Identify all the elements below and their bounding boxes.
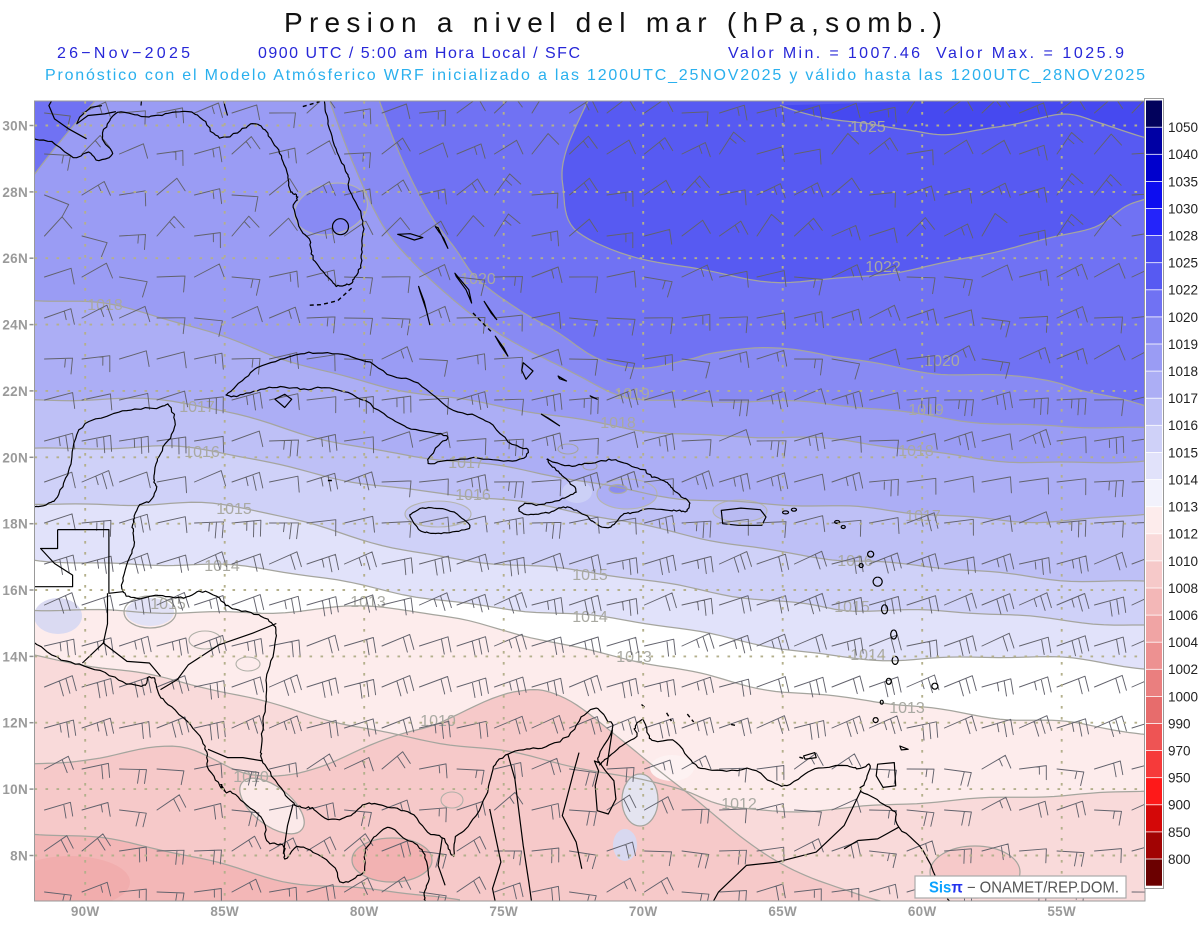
svg-text:85W: 85W <box>210 904 239 919</box>
svg-text:1014: 1014 <box>1168 472 1199 487</box>
svg-text:65W: 65W <box>768 904 797 919</box>
svg-text:80W: 80W <box>350 904 379 919</box>
svg-text:26−Nov−2025: 26−Nov−2025 <box>57 45 190 62</box>
svg-text:900: 900 <box>1168 798 1191 813</box>
svg-text:1014: 1014 <box>204 558 240 575</box>
svg-text:1013: 1013 <box>889 700 925 717</box>
svg-text:1015: 1015 <box>1168 445 1198 460</box>
svg-text:1022: 1022 <box>865 259 901 276</box>
svg-text:800: 800 <box>1168 852 1191 867</box>
svg-text:0900 UTC / 5:00 am Hora Local: 0900 UTC / 5:00 am Hora Local / SFC <box>258 45 580 62</box>
svg-text:1004: 1004 <box>1168 635 1199 650</box>
svg-text:1015: 1015 <box>834 599 870 616</box>
svg-text:1019: 1019 <box>1168 337 1198 352</box>
svg-text:1017: 1017 <box>179 399 215 416</box>
svg-text:10N: 10N <box>2 782 28 797</box>
svg-text:18N: 18N <box>2 517 28 532</box>
svg-text:30N: 30N <box>2 119 28 134</box>
svg-text:1015: 1015 <box>216 501 252 518</box>
svg-text:12N: 12N <box>2 716 28 731</box>
svg-text:75W: 75W <box>489 904 518 919</box>
svg-text:1035: 1035 <box>1168 174 1198 189</box>
svg-text:20N: 20N <box>2 450 28 465</box>
svg-text:1010: 1010 <box>420 713 456 730</box>
svg-text:1012: 1012 <box>721 796 757 813</box>
svg-text:Sisπ − ONAMET/REP.DOM.: Sisπ − ONAMET/REP.DOM. <box>929 880 1119 897</box>
svg-text:1016: 1016 <box>455 487 491 504</box>
svg-text:24N: 24N <box>2 318 28 333</box>
svg-text:1012: 1012 <box>1168 527 1198 542</box>
svg-text:1008: 1008 <box>1168 581 1198 596</box>
svg-text:1018: 1018 <box>600 415 636 432</box>
svg-text:90W: 90W <box>71 904 100 919</box>
svg-text:850: 850 <box>1168 825 1191 840</box>
svg-text:1015: 1015 <box>150 596 186 613</box>
svg-text:1015: 1015 <box>572 567 608 584</box>
svg-text:1025: 1025 <box>850 119 886 136</box>
svg-text:1010: 1010 <box>1168 554 1198 569</box>
svg-text:55W: 55W <box>1047 904 1076 919</box>
svg-text:14N: 14N <box>2 649 28 664</box>
svg-text:1022: 1022 <box>1168 283 1198 298</box>
svg-text:60W: 60W <box>908 904 937 919</box>
svg-text:1002: 1002 <box>1168 662 1198 677</box>
svg-text:1006: 1006 <box>1168 608 1198 623</box>
svg-text:1028: 1028 <box>1168 229 1198 244</box>
svg-text:Presion a nivel del mar (hPa,s: Presion a nivel del mar (hPa,somb.) <box>284 7 942 38</box>
svg-text:1020: 1020 <box>1168 310 1198 325</box>
svg-text:1010: 1010 <box>233 769 269 786</box>
svg-text:990: 990 <box>1168 716 1191 731</box>
svg-text:28N: 28N <box>2 185 28 200</box>
svg-text:26N: 26N <box>2 251 28 266</box>
svg-text:1000: 1000 <box>1168 689 1198 704</box>
svg-text:1030: 1030 <box>1168 201 1198 216</box>
svg-text:1013: 1013 <box>350 594 386 611</box>
svg-text:1016: 1016 <box>1168 418 1198 433</box>
svg-text:1050: 1050 <box>1168 120 1198 135</box>
svg-text:1014: 1014 <box>572 609 608 626</box>
svg-text:1018: 1018 <box>898 443 934 460</box>
svg-text:1013: 1013 <box>616 649 652 666</box>
svg-text:970: 970 <box>1168 744 1191 759</box>
svg-text:8N: 8N <box>10 849 28 864</box>
svg-text:1018: 1018 <box>1168 364 1198 379</box>
svg-text:1019: 1019 <box>908 402 944 419</box>
svg-text:1013: 1013 <box>1168 500 1198 515</box>
svg-text:1014: 1014 <box>850 647 886 664</box>
svg-text:950: 950 <box>1168 771 1191 786</box>
svg-text:1040: 1040 <box>1168 147 1198 162</box>
svg-text:Pronóstico con el Modelo Atmós: Pronóstico con el Modelo Atmósferico WRF… <box>45 67 1145 84</box>
svg-text:16N: 16N <box>2 583 28 598</box>
svg-text:1018: 1018 <box>87 297 123 314</box>
svg-text:1017: 1017 <box>1168 391 1198 406</box>
svg-text:1016: 1016 <box>184 444 220 461</box>
svg-text:1025: 1025 <box>1168 256 1198 271</box>
svg-text:22N: 22N <box>2 384 28 399</box>
svg-text:1020: 1020 <box>924 353 960 370</box>
svg-text:Valor Min. = 1007.46: Valor Min. = 1007.46 <box>728 45 920 62</box>
svg-text:70W: 70W <box>629 904 658 919</box>
